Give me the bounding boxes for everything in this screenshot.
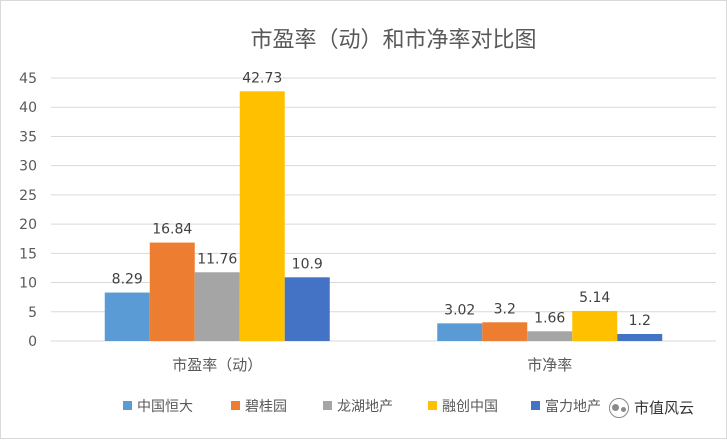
data-label: 5.14 — [579, 290, 610, 306]
watermark: 市值风云 — [609, 397, 694, 418]
legend-swatch — [123, 401, 132, 410]
data-label: 10.9 — [292, 256, 323, 272]
data-label: 3.02 — [444, 302, 475, 318]
bar — [482, 322, 528, 341]
legend-label: 中国恒大 — [137, 399, 193, 415]
legend-swatch — [323, 401, 332, 410]
bar — [104, 292, 150, 341]
bar — [284, 277, 330, 341]
y-tick-label: 25 — [19, 188, 37, 204]
legend-swatch — [231, 401, 240, 410]
legend-swatch — [428, 401, 437, 410]
legend-label: 融创中国 — [442, 399, 498, 415]
data-label: 11.76 — [197, 251, 237, 267]
y-tick-label: 35 — [19, 129, 37, 145]
bar — [527, 331, 573, 341]
legend-swatch — [531, 401, 540, 410]
y-tick-label: 30 — [19, 159, 37, 175]
bar — [239, 91, 285, 341]
y-tick-label: 20 — [19, 217, 37, 233]
data-label: 3.2 — [494, 301, 516, 317]
legend-label: 碧桂园 — [245, 399, 287, 415]
bar — [194, 272, 240, 341]
watermark-text: 市值风云 — [634, 399, 695, 417]
bar — [617, 333, 663, 341]
legend-label: 富力地产 — [545, 398, 601, 415]
bar — [572, 310, 618, 341]
x-category-label: 市净率 — [527, 356, 572, 374]
data-label: 8.29 — [112, 272, 143, 288]
bar — [437, 323, 483, 341]
y-tick-label: 0 — [28, 334, 37, 350]
data-label: 1.66 — [534, 310, 565, 326]
data-label: 16.84 — [152, 222, 192, 238]
y-tick-label: 15 — [19, 246, 37, 262]
bar — [149, 242, 195, 341]
y-tick-label: 40 — [19, 100, 37, 116]
legend-label: 龙湖地产 — [337, 399, 393, 415]
data-label: 42.73 — [242, 70, 282, 86]
data-label: 1.2 — [629, 313, 651, 329]
chart-title: 市盈率（动）和市净率对比图 — [250, 28, 536, 53]
y-tick-label: 45 — [19, 71, 37, 87]
x-category-label: 市盈率（动） — [172, 356, 262, 374]
wechat-icon — [609, 397, 629, 418]
y-tick-label: 5 — [28, 305, 37, 321]
y-tick-label: 10 — [19, 276, 37, 292]
